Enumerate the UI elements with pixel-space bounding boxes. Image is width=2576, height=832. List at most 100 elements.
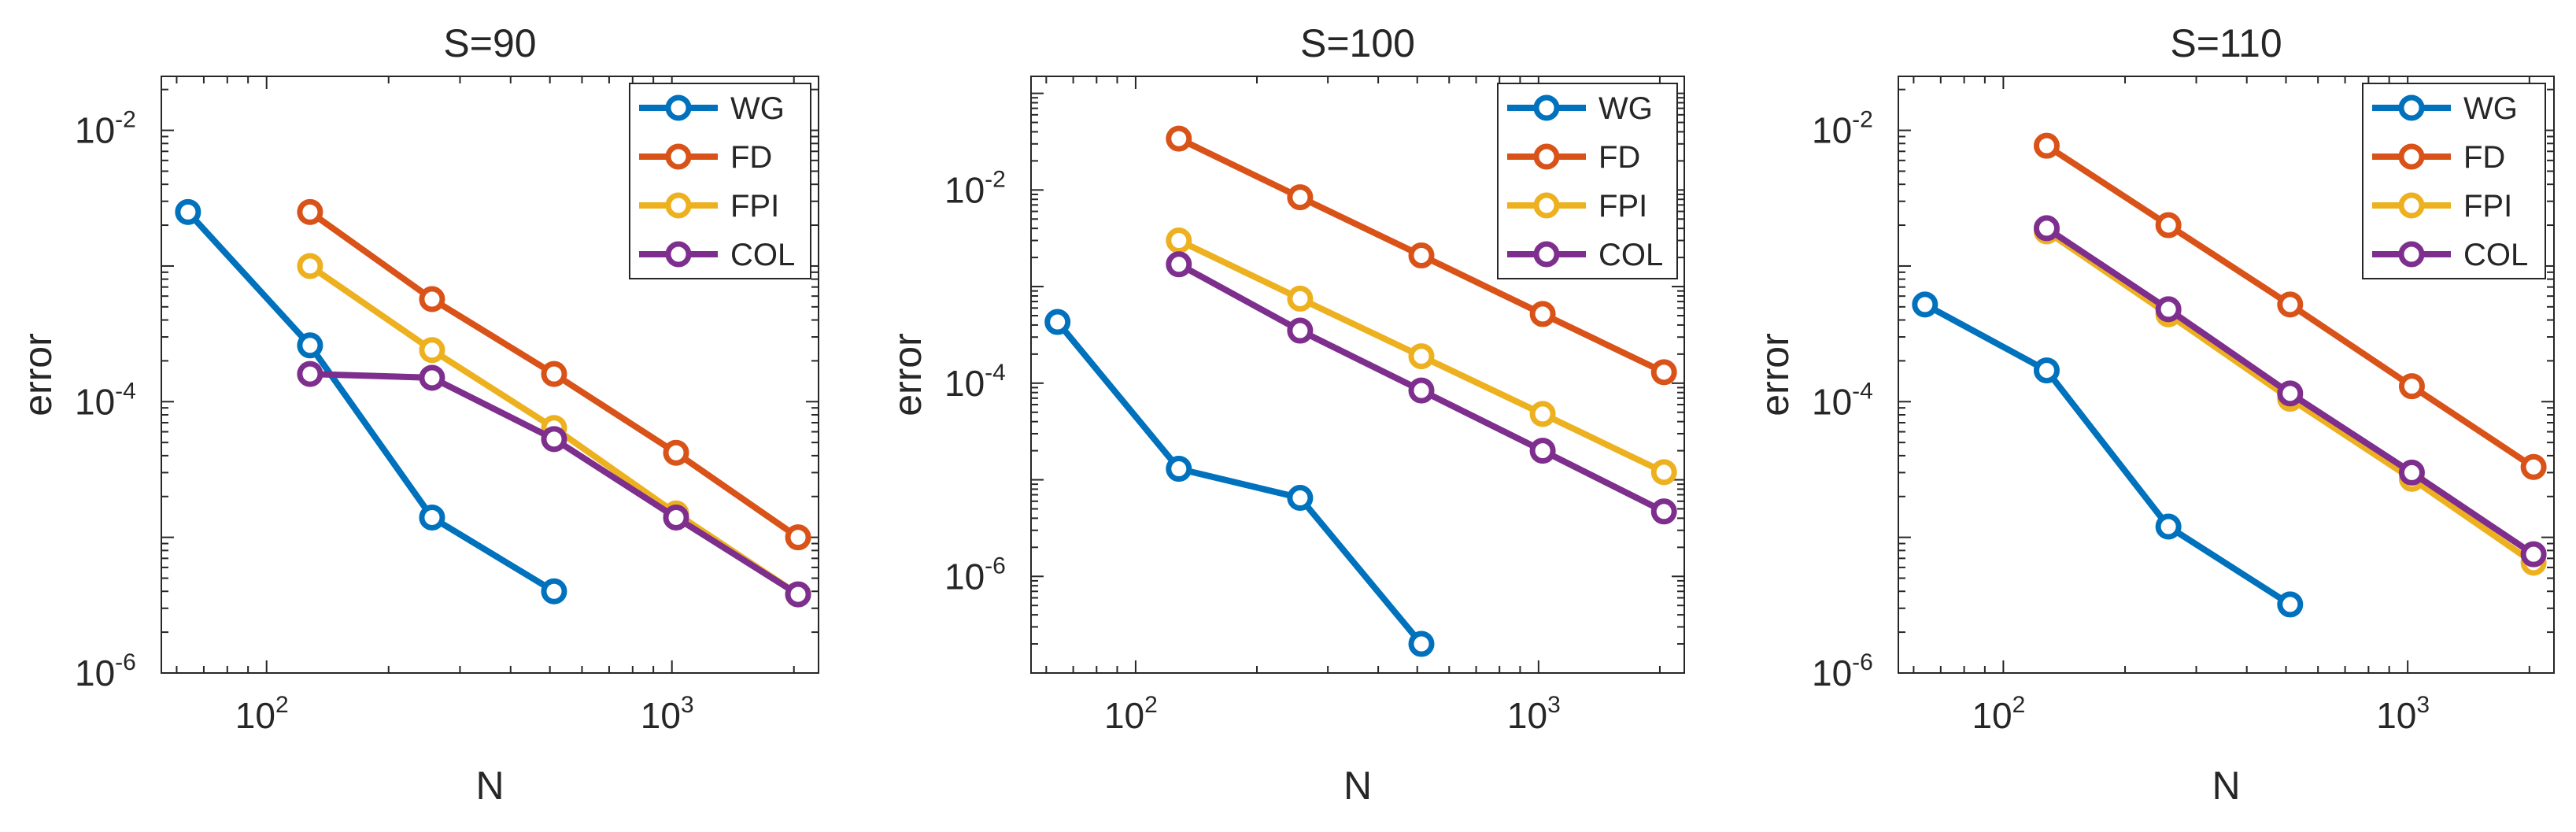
data-point-col [1650, 498, 1677, 525]
legend-label-fd: FD [730, 140, 772, 175]
data-point-col [2155, 296, 2182, 323]
legend-label-col: COL [1598, 238, 1663, 272]
data-point-fpi [1408, 343, 1435, 370]
data-point-col [297, 361, 323, 387]
data-point-col [1408, 377, 1435, 404]
data-point-col [1166, 251, 1192, 278]
series-line-wg [184, 209, 557, 595]
data-point-fd [1529, 301, 1556, 327]
x-tick-label: 103 [2376, 692, 2430, 736]
data-point-wg [2155, 513, 2182, 540]
legend-marker-fpi [1533, 192, 1560, 219]
x-tick-label: 102 [1972, 692, 2025, 736]
legend-marker-fd [1533, 143, 1560, 170]
data-point-fd [785, 524, 811, 551]
y-tick-label: 10-2 [1812, 107, 1873, 151]
legend-marker-col [665, 241, 692, 268]
legend-label-col: COL [730, 238, 795, 272]
axes-box [161, 76, 819, 674]
legend: WG FD FPI COL [629, 83, 811, 279]
axes-box [1030, 76, 1685, 674]
data-point-fd [419, 286, 445, 312]
data-point-col [2398, 459, 2425, 486]
data-point-col [419, 364, 445, 391]
y-tick-label: 10-4 [944, 360, 1006, 404]
y-axis-label: error [1753, 333, 1797, 416]
data-point-fd [1650, 359, 1677, 386]
legend-label-fd: FD [1598, 140, 1640, 175]
legend-label-fpi: FPI [730, 189, 779, 224]
data-point-fd [1287, 184, 1314, 211]
y-tick-label: 10-2 [75, 107, 136, 151]
x-axis-label: N [2212, 764, 2240, 808]
x-tick-label: 102 [235, 692, 289, 736]
legend-label-fpi: FPI [2463, 189, 2512, 224]
y-tick-label: 10-4 [1812, 378, 1873, 422]
data-point-fd [1166, 125, 1192, 152]
legend-label-col: COL [2463, 238, 2528, 272]
legend-marker-wg [1533, 94, 1560, 121]
y-axis-label: error [16, 333, 60, 416]
x-axis-label: N [475, 764, 504, 808]
y-tick-label: 10-6 [944, 553, 1006, 597]
legend-marker-wg [2398, 94, 2425, 121]
data-point-col [2033, 215, 2060, 242]
data-point-col [541, 426, 567, 453]
data-point-col [663, 504, 689, 531]
x-tick-label: 103 [641, 692, 694, 736]
data-point-fd [297, 198, 323, 225]
data-point-fpi [1166, 227, 1192, 254]
legend-marker-fd [2398, 143, 2425, 170]
series-line-wg [1054, 319, 1425, 648]
legend-marker-wg [665, 94, 692, 121]
legend-marker-fpi [665, 192, 692, 219]
data-point-wg [541, 578, 567, 605]
data-point-fd [1408, 242, 1435, 269]
y-tick-label: 10-6 [75, 649, 136, 693]
legend: WG FD FPI COL [2362, 83, 2546, 279]
legend-label-fd: FD [2463, 140, 2505, 175]
data-point-wg [1912, 291, 1938, 318]
data-point-wg [1044, 309, 1071, 335]
data-point-wg [2277, 591, 2304, 618]
legend: WG FD FPI COL [1497, 83, 1678, 279]
legend-marker-fd [665, 143, 692, 170]
data-point-col [2277, 380, 2304, 407]
data-point-fpi [419, 337, 445, 364]
y-tick-label: 10-4 [75, 378, 136, 422]
series-line-wg [1921, 301, 2293, 608]
legend-label-wg: WG [730, 91, 785, 126]
data-point-wg [1287, 484, 1314, 511]
data-point-wg [297, 332, 323, 359]
legend-label-fpi: FPI [1598, 189, 1647, 224]
data-point-wg [2033, 357, 2060, 384]
data-point-col [785, 581, 811, 608]
data-point-fd [2520, 453, 2547, 480]
legend-marker-col [2398, 241, 2425, 268]
x-tick-label: 103 [1507, 692, 1561, 736]
legend-label-wg: WG [2463, 91, 2518, 126]
chart-title: S=100 [1300, 21, 1415, 65]
data-point-fd [2277, 291, 2304, 318]
data-point-col [2520, 541, 2547, 568]
legend-box [2362, 83, 2546, 279]
legend-box [629, 83, 811, 279]
data-point-col [1287, 317, 1314, 344]
x-axis-label: N [1343, 764, 1372, 808]
data-point-fd [2155, 212, 2182, 239]
data-point-fd [541, 361, 567, 387]
chart-title: S=90 [443, 21, 536, 65]
x-tick-label: 102 [1104, 692, 1158, 736]
legend-label-wg: WG [1598, 91, 1653, 126]
y-tick-label: 10-2 [944, 166, 1006, 210]
data-point-fd [663, 439, 689, 466]
data-point-wg [1408, 630, 1435, 657]
data-point-col [1529, 438, 1556, 464]
y-tick-label: 10-6 [1812, 649, 1873, 693]
chart-title: S=110 [2170, 21, 2282, 65]
data-point-fpi [1287, 285, 1314, 312]
data-point-fpi [1650, 459, 1677, 486]
legend-marker-fpi [2398, 192, 2425, 219]
